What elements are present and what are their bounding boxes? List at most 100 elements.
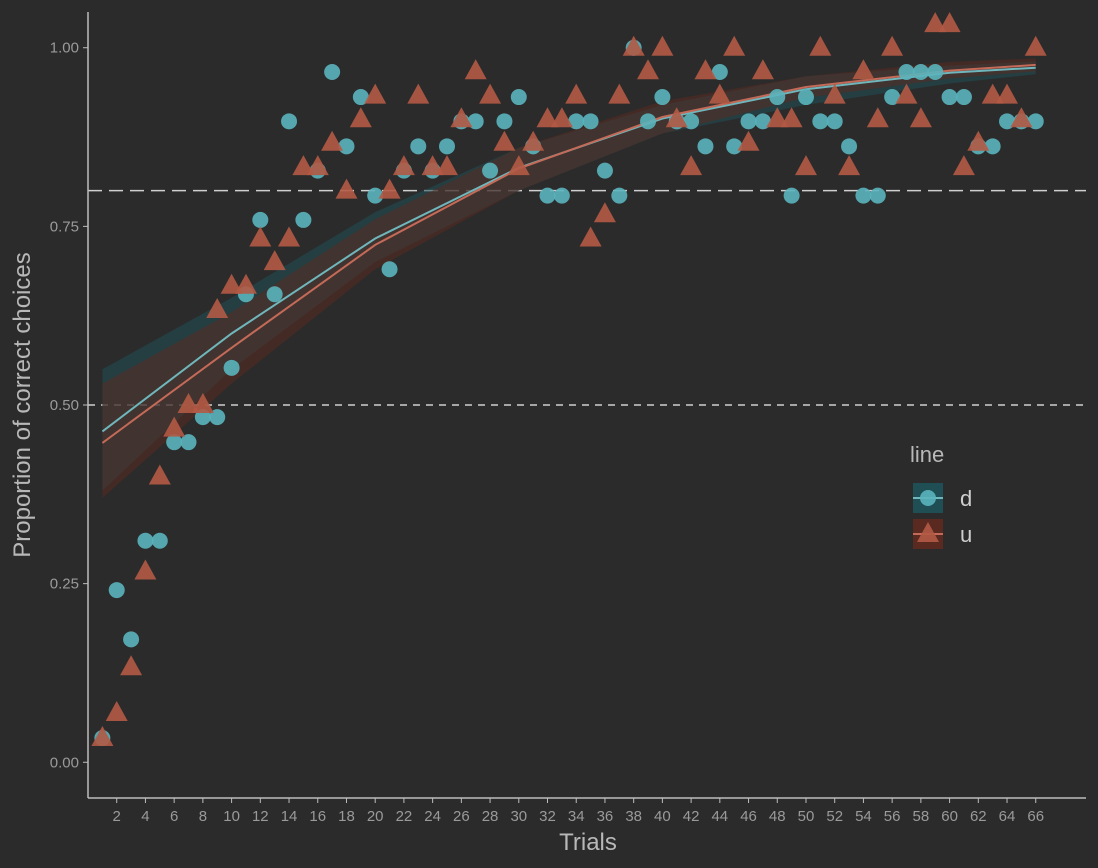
point-u	[493, 130, 516, 151]
point-u	[349, 107, 372, 128]
point-u	[105, 701, 128, 721]
y-tick-label: 0.75	[50, 218, 79, 235]
point-u	[91, 726, 114, 746]
x-tick-label: 66	[1027, 808, 1044, 825]
point-u	[708, 83, 731, 104]
y-tick-label: 0.00	[50, 754, 79, 771]
point-u	[436, 155, 458, 176]
point-u	[220, 273, 243, 294]
point-d	[281, 113, 298, 130]
point-u	[522, 130, 545, 151]
point-d	[855, 187, 872, 204]
x-tick-label: 30	[510, 808, 527, 825]
point-d	[410, 138, 427, 155]
x-tick-label: 50	[798, 808, 815, 825]
point-u	[852, 59, 875, 80]
point-d	[812, 113, 829, 130]
point-u	[235, 273, 257, 294]
point-u	[364, 83, 387, 104]
point-d	[151, 532, 168, 549]
point-u	[637, 59, 659, 80]
point-u	[866, 107, 889, 128]
x-tick-label: 32	[539, 808, 556, 825]
x-tick-label: 22	[396, 808, 413, 825]
point-u	[895, 83, 918, 104]
point-d	[166, 434, 183, 451]
point-u	[651, 35, 674, 56]
point-d	[194, 409, 211, 426]
x-tick-label: 64	[999, 808, 1016, 825]
legend: line du	[910, 442, 972, 549]
point-u	[120, 655, 143, 676]
point-d	[510, 89, 527, 106]
point-u	[579, 226, 602, 247]
point-d	[596, 162, 613, 179]
point-u	[723, 35, 746, 56]
point-u	[967, 130, 990, 151]
point-u	[751, 59, 774, 80]
legend-marker-u	[917, 522, 939, 542]
point-d	[209, 409, 226, 426]
point-d	[137, 532, 154, 549]
point-d	[467, 113, 484, 130]
point-u	[593, 202, 616, 223]
point-d	[783, 187, 800, 204]
point-d	[726, 138, 743, 155]
x-tick-label: 56	[884, 808, 901, 825]
point-d	[338, 138, 355, 155]
point-u	[479, 83, 502, 104]
point-d	[640, 113, 657, 130]
point-d	[1027, 113, 1044, 130]
point-d	[611, 187, 628, 204]
point-d	[984, 138, 1001, 155]
point-u	[996, 83, 1018, 104]
point-d	[438, 138, 455, 155]
point-u	[263, 250, 286, 271]
point-d	[955, 89, 972, 106]
point-u	[407, 83, 430, 104]
x-tick-label: 8	[199, 808, 207, 825]
point-d	[324, 64, 341, 81]
y-tick-label: 1.00	[50, 40, 79, 57]
x-tick-label: 10	[223, 808, 240, 825]
point-d	[754, 113, 771, 130]
x-tick-label: 38	[625, 808, 642, 825]
x-tick-label: 58	[913, 808, 930, 825]
point-u	[938, 12, 961, 33]
x-axis-ticks: 2 4 6 8 10 12 14 16 18 20 22 24 26 28 30 32 34 36 38 40 42 44…	[113, 798, 1044, 825]
point-d	[381, 261, 398, 278]
y-tick-label: 0.25	[50, 576, 79, 593]
x-tick-label: 62	[970, 808, 987, 825]
y-axis-title: Proportion of correct choices	[9, 252, 36, 557]
confidence-band-u	[102, 58, 1036, 498]
point-d	[553, 187, 570, 204]
point-u	[306, 155, 329, 176]
point-u	[464, 59, 487, 80]
point-d	[266, 286, 283, 303]
point-u	[1024, 35, 1047, 56]
point-u	[206, 298, 229, 318]
legend-label-d: d	[960, 486, 972, 511]
x-tick-label: 52	[826, 808, 843, 825]
point-d	[927, 64, 944, 81]
point-u	[278, 226, 300, 247]
y-tick-label: 0.50	[50, 397, 79, 414]
point-u	[737, 130, 760, 151]
x-tick-label: 16	[309, 808, 326, 825]
x-tick-label: 54	[855, 808, 872, 825]
point-d	[108, 582, 125, 599]
point-u	[924, 12, 947, 33]
point-d	[912, 64, 929, 81]
point-u	[392, 155, 415, 176]
x-tick-label: 44	[711, 808, 728, 825]
point-u	[680, 155, 703, 176]
point-u	[378, 178, 401, 199]
y-axis-ticks: 0.00 0.25 0.50 0.75 1.00	[50, 40, 88, 771]
point-u	[550, 107, 573, 128]
point-d	[367, 187, 384, 204]
point-d	[884, 89, 901, 106]
point-u	[507, 155, 530, 176]
x-tick-label: 6	[170, 808, 178, 825]
point-d	[496, 113, 513, 130]
